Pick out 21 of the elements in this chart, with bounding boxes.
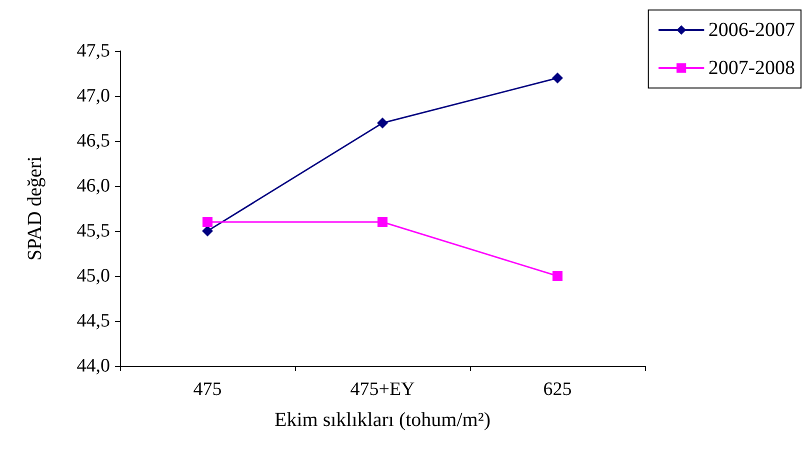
x-tick-label: 475 [193, 379, 222, 400]
x-axis-title: Ekim sıklıkları (tohum/m²) [274, 409, 490, 431]
point [378, 217, 388, 227]
point [202, 217, 212, 227]
legend-label: 2006-2007 [708, 19, 796, 41]
point [552, 72, 563, 84]
x-tick-label: 625 [543, 379, 572, 400]
x-tick-label: 475+EY [350, 379, 416, 400]
y-tick-label: 47,5 [76, 40, 110, 62]
y-tick-label: 45,5 [76, 220, 110, 242]
y-tick-label: 46,5 [76, 130, 110, 152]
point [377, 118, 388, 128]
point [202, 226, 213, 236]
y-tick-label: 47,0 [76, 86, 110, 106]
y-tick-label: 45,0 [76, 266, 110, 286]
y-axis-title: SPAD değeri [24, 156, 46, 261]
y-tick-label: 44,0 [76, 356, 110, 376]
point [552, 271, 562, 281]
legend-label: 2007-2008 [708, 57, 796, 79]
y-tick-label: 46,0 [76, 176, 110, 196]
y-tick-label: 44,5 [76, 310, 110, 332]
